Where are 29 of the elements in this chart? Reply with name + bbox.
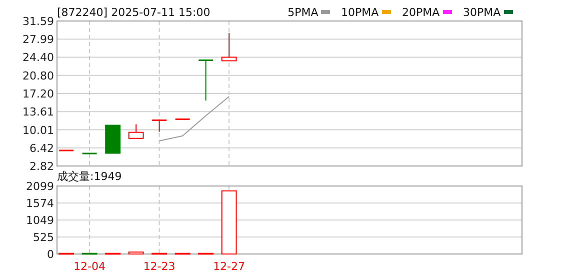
y-tick-label: 2099 <box>26 180 54 193</box>
y-tick-label: 20.80 <box>22 69 54 82</box>
line-series <box>158 96 230 142</box>
x-tick-label: 12-27 <box>213 260 246 273</box>
y-tick-label: 27.99 <box>22 33 54 46</box>
y-tick-label: 31.59 <box>22 15 54 28</box>
y-tick-label: 10.01 <box>22 124 54 137</box>
chart-title: 成交量:1949 <box>57 170 122 183</box>
candlestick <box>198 60 214 102</box>
candlestick <box>221 32 237 62</box>
legend-label: 30PMA <box>463 6 502 19</box>
y-tick-label: 0 <box>47 248 54 261</box>
y-tick-label: 2.82 <box>30 160 54 173</box>
legend-label: 20PMA <box>402 6 440 19</box>
bar <box>221 190 237 254</box>
y-tick-label: 1049 <box>26 214 54 228</box>
legend-label: 10PMA <box>341 6 380 19</box>
y-tick-label: 24.40 <box>22 51 54 64</box>
candlestick <box>128 124 144 139</box>
y-tick-label: 525 <box>33 230 54 244</box>
y-tick-label: 6.42 <box>30 142 54 155</box>
x-tick-label: 12-04 <box>74 260 106 273</box>
y-tick-label: 17.20 <box>22 88 54 101</box>
chart-title: [872240] 2025-07-11 15:00 <box>57 6 210 19</box>
y-tick-label: 13.61 <box>22 106 54 119</box>
x-tick-label: 12-23 <box>143 260 176 273</box>
candlestick <box>151 119 168 132</box>
legend-label: 5PMA <box>288 6 319 19</box>
y-tick-label: 1574 <box>26 197 54 210</box>
